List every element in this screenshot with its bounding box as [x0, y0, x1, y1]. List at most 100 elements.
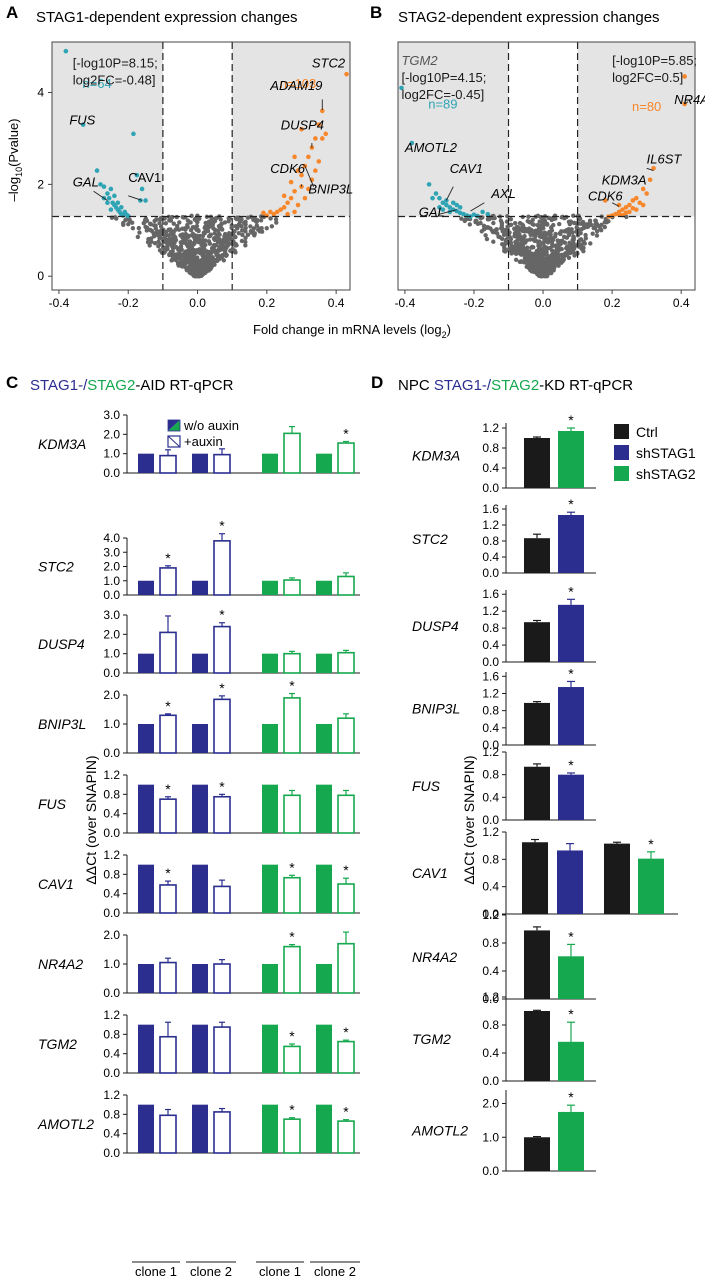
up-regulated-point	[295, 202, 301, 208]
ns-point	[233, 243, 238, 248]
x-tick-label: -0.4	[395, 296, 416, 310]
bar-stag2	[638, 858, 664, 914]
legend-label-shstag1: shSTAG1	[636, 445, 696, 461]
ns-point	[502, 246, 508, 252]
ns-point	[523, 258, 529, 264]
down-regulated-point	[447, 205, 453, 210]
significance-star: *	[165, 550, 171, 566]
y-tick-label: 1.2	[482, 518, 499, 532]
panel-c-title: STAG1-/STAG2-AID RT-qPCR	[30, 377, 234, 394]
bar-auxin	[213, 540, 231, 596]
ns-point	[211, 243, 217, 248]
down-regulated-point	[112, 193, 117, 199]
panel-label-a: A	[6, 3, 18, 22]
ns-point	[212, 237, 217, 243]
label-leader	[445, 186, 454, 201]
ns-point	[590, 231, 595, 236]
ns-point	[143, 224, 148, 230]
bar-wo-auxin	[192, 864, 208, 913]
significance-star: *	[568, 757, 574, 773]
bar-wo-auxin	[138, 1104, 154, 1153]
ns-point	[574, 225, 579, 230]
bar-ctrl	[604, 843, 630, 914]
ns-point	[187, 268, 192, 273]
down-regulated-point	[119, 205, 124, 210]
ns-point	[233, 224, 238, 229]
gene-name-fus: FUS	[412, 778, 441, 794]
y-tick-label: 0.0	[103, 906, 120, 920]
up-regulated-point	[288, 179, 294, 185]
ns-point	[161, 237, 166, 242]
ns-point	[555, 248, 561, 254]
ns-point	[196, 239, 201, 245]
ns-point	[584, 222, 589, 227]
y-tick-label: 0.8	[103, 1107, 120, 1121]
ns-point	[252, 233, 257, 238]
bar-wo-auxin	[262, 724, 278, 753]
bar-stag2	[558, 431, 584, 488]
ns-point	[529, 254, 535, 260]
ns-point	[207, 224, 212, 230]
ns-point	[568, 248, 573, 253]
down-regulated-point	[440, 200, 446, 206]
ns-point	[599, 222, 604, 228]
gene-name-kdm3a: KDM3A	[38, 436, 86, 452]
ns-point	[604, 219, 609, 225]
gene-label: CDK6	[588, 188, 623, 203]
up-regulated-point	[299, 172, 304, 178]
down-regulated-point	[143, 198, 148, 203]
ns-point	[513, 257, 519, 262]
bar-auxin	[337, 651, 355, 674]
panel-c-legend: w/o auxin +auxin	[167, 418, 239, 449]
y-tick-label: 0.4	[482, 638, 499, 652]
panel-label-c: C	[6, 373, 18, 392]
panel-d-legend: Ctrl shSTAG1 shSTAG2	[614, 424, 696, 482]
ns-point	[200, 267, 205, 272]
y-tick-label: 0.8	[482, 621, 499, 635]
ns-point	[538, 260, 543, 265]
ns-point	[236, 231, 241, 236]
ns-point	[200, 257, 206, 262]
volcano-xlabel-main: Fold change in mRNA levels (log	[253, 322, 442, 337]
ns-point	[239, 238, 245, 244]
ns-point	[162, 249, 168, 254]
volcano-xlabel-sub: 2	[442, 330, 447, 340]
bar-auxin	[283, 1045, 301, 1074]
callout-line: log2FC=0.5]	[612, 70, 683, 85]
down-regulated-point	[94, 168, 100, 173]
up-regulated-point	[630, 205, 636, 211]
y-tick-label: 0.8	[103, 787, 120, 801]
bar-auxin	[283, 876, 301, 914]
bar-auxin	[337, 442, 355, 474]
y-tick-label: 1.2	[103, 768, 120, 782]
significance-star: *	[289, 1102, 295, 1118]
legend-swatch-shstag2	[614, 466, 629, 481]
y-tick-label: 0.4	[103, 887, 120, 901]
ns-point	[189, 213, 194, 218]
y-tick-label: 0.8	[103, 1027, 120, 1041]
y-tick-label: 0.4	[103, 1047, 120, 1061]
ns-point	[581, 222, 586, 227]
bar-stag1	[558, 515, 584, 573]
n-up-label: n=80	[632, 99, 661, 114]
bar-wo-auxin	[138, 580, 154, 595]
ns-point	[194, 219, 200, 225]
label-leader	[611, 202, 620, 207]
ns-point	[178, 240, 183, 245]
bar-auxin	[159, 961, 177, 994]
ns-point	[240, 232, 245, 238]
down-regulated-point	[444, 202, 449, 208]
legend-swatch-shstag1	[614, 445, 629, 460]
ns-point	[571, 234, 576, 239]
y-tick-label: 0.0	[482, 481, 499, 495]
ns-point	[166, 233, 172, 238]
y-tick-label: 0.0	[482, 738, 499, 752]
bar-wo-auxin	[316, 964, 332, 993]
y-tick-label: 2.0	[103, 928, 120, 942]
volcano-ylabel-sub: 10	[14, 167, 24, 177]
y-tick-label: 0.0	[482, 813, 499, 827]
ns-point	[172, 253, 177, 259]
ns-point	[259, 229, 265, 234]
ns-point	[526, 214, 531, 219]
